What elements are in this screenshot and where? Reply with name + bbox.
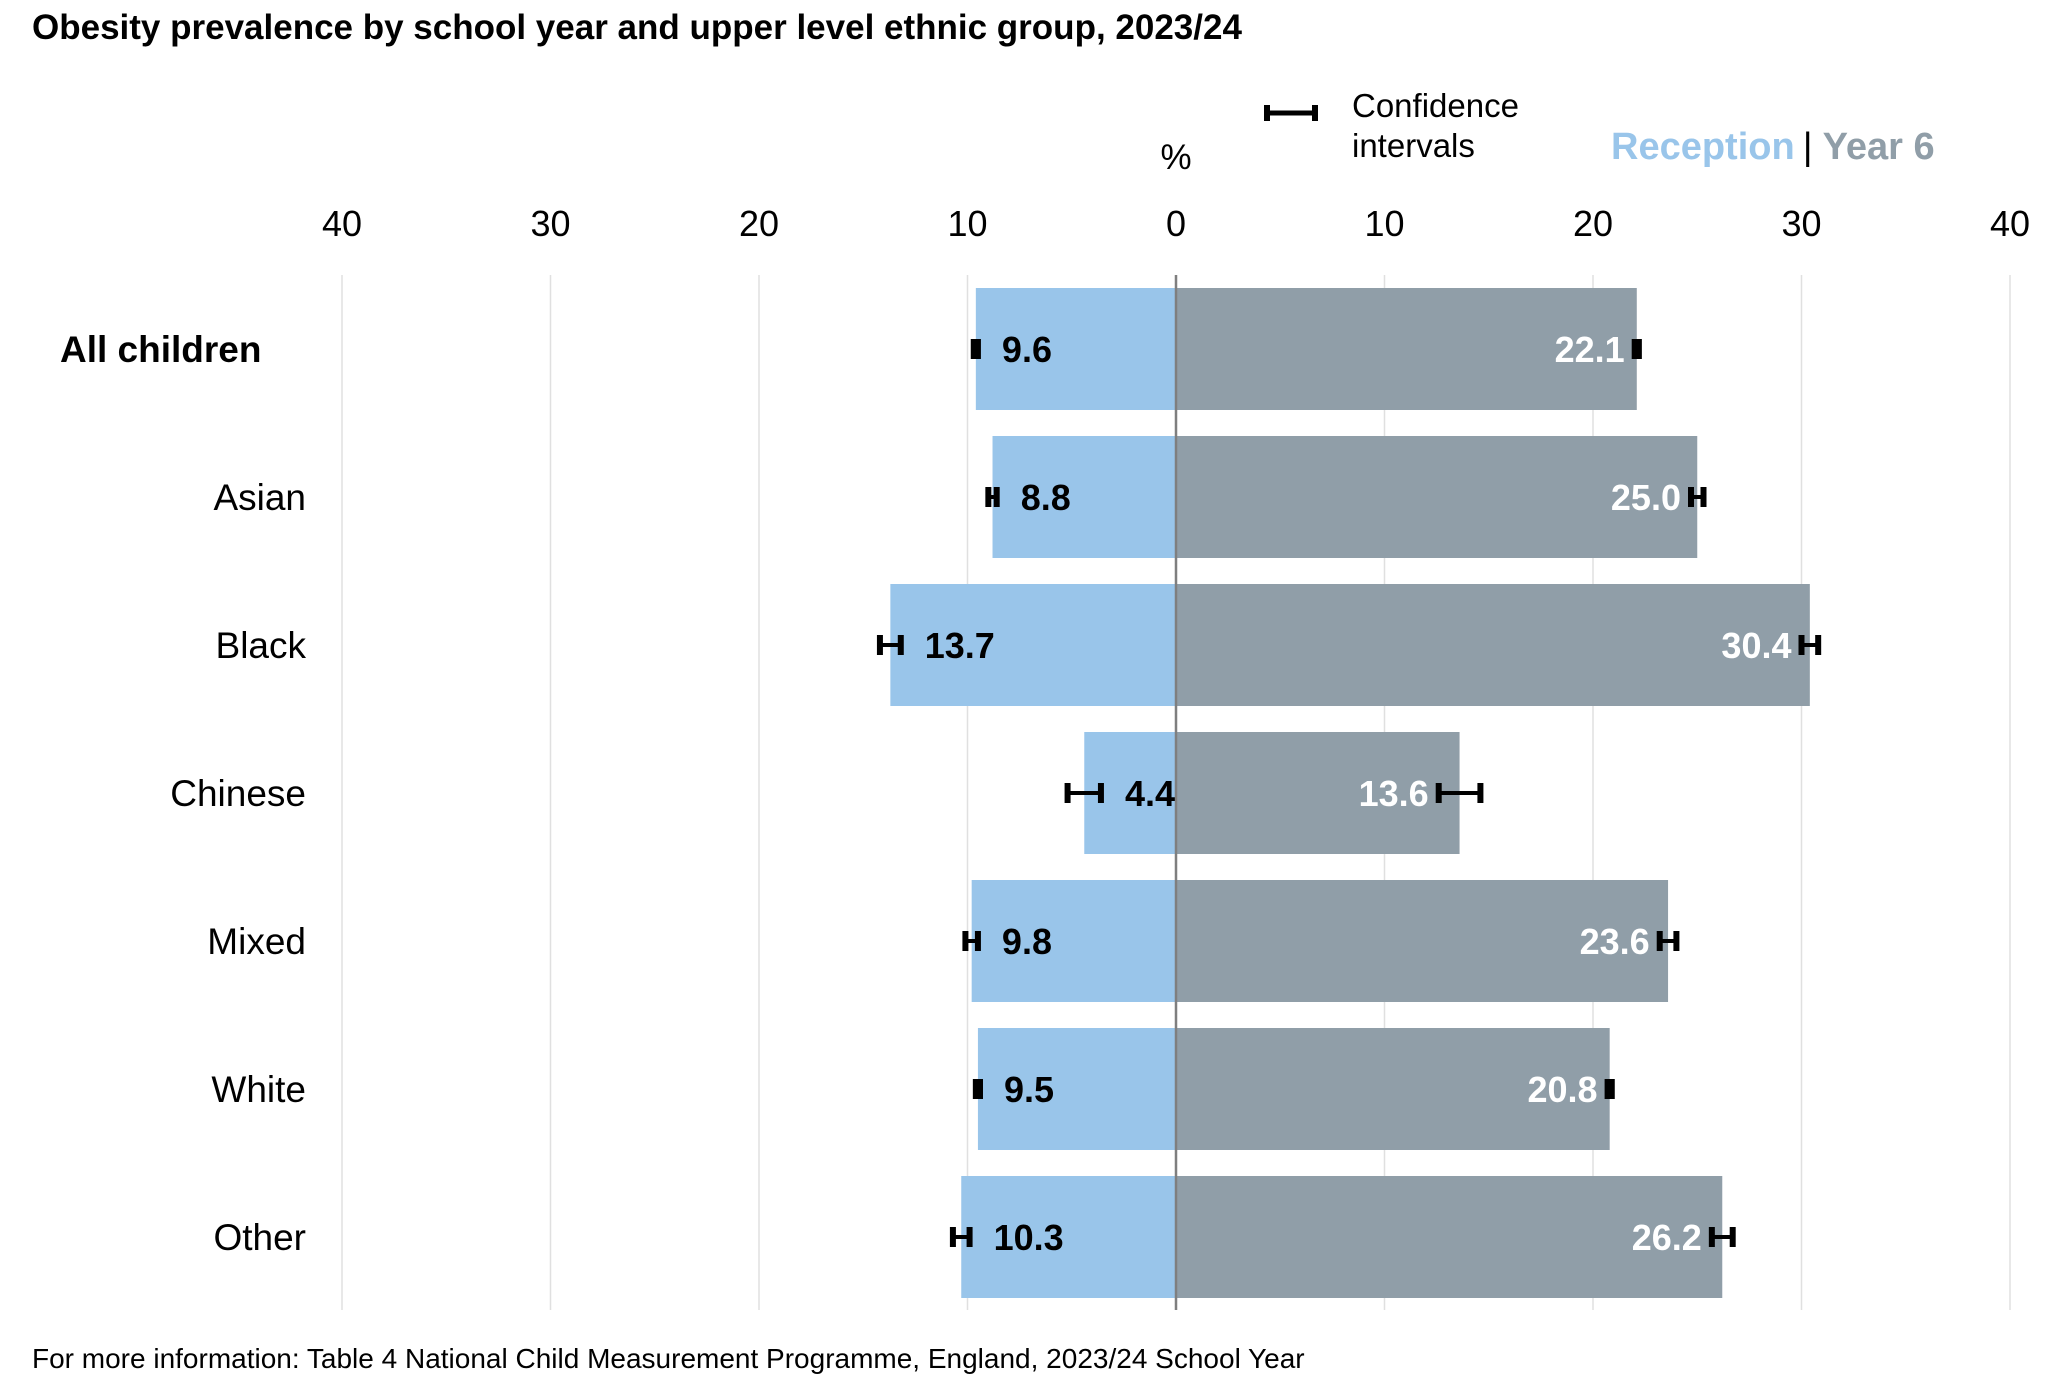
data-label-year6: 26.2 [1632, 1217, 1702, 1258]
x-tick-label: 20 [739, 203, 779, 244]
bar-year6 [1176, 288, 1637, 410]
bar-reception [975, 288, 1176, 410]
ci-year6 [1656, 931, 1680, 951]
ci-reception [1064, 783, 1104, 803]
ci-reception [949, 1227, 973, 1247]
data-label-reception: 9.6 [1002, 329, 1052, 370]
data-label-year6: 22.1 [1555, 329, 1625, 370]
legend-reception: Reception [1611, 126, 1795, 168]
data-label-year6: 23.6 [1580, 921, 1650, 962]
category-label: Other [213, 1217, 306, 1258]
ci-year6 [1631, 339, 1642, 359]
data-label-year6: 13.6 [1359, 773, 1429, 814]
x-tick-label: 0 [1166, 203, 1186, 244]
data-label-reception: 8.8 [1021, 477, 1071, 518]
ci-year6 [1687, 487, 1707, 507]
data-label-reception: 10.3 [994, 1217, 1064, 1258]
bar-reception [971, 880, 1176, 1002]
bar-reception [961, 1176, 1176, 1298]
series-legend: Reception | Year 6 [1611, 126, 1935, 169]
category-label: All children [60, 329, 261, 370]
bar-year6 [1176, 436, 1698, 558]
x-tick-label: 30 [530, 203, 570, 244]
footer-note: For more information: Table 4 National C… [32, 1343, 1305, 1374]
confidence-interval-legend-label: Confidence intervals [1352, 87, 1519, 164]
ci-year6 [1708, 1227, 1736, 1247]
x-tick-label: 40 [1990, 203, 2030, 244]
bar-reception [992, 436, 1176, 558]
category-labels: All children Asian Black Chinese Mixed White O… [60, 329, 306, 1258]
ci-reception [876, 635, 904, 655]
category-label: Black [216, 625, 307, 666]
data-label-reception: 4.4 [1125, 773, 1175, 814]
bar-year6 [1176, 880, 1669, 1002]
x-tick-label: 30 [1781, 203, 1821, 244]
category-label: Chinese [170, 773, 306, 814]
data-labels: 9.6 22.1 8.8 25.0 13.7 30.4 4.4 13.6 9.8 23.6 9.5 2… [925, 329, 1792, 1258]
confidence-interval-legend-icon [1264, 105, 1318, 121]
ci-reception [962, 931, 981, 951]
data-label-year6: 25.0 [1611, 477, 1681, 518]
ci-reception [972, 1079, 984, 1099]
data-label-reception: 13.7 [925, 625, 995, 666]
bar-year6 [1176, 732, 1460, 854]
category-label: White [211, 1069, 306, 1110]
confidence-intervals [876, 339, 1822, 1247]
category-label: Asian [213, 477, 306, 518]
x-tick-label: 10 [947, 203, 987, 244]
bar-reception [977, 1028, 1176, 1150]
x-tick-label: 20 [1573, 203, 1613, 244]
data-label-reception: 9.8 [1002, 921, 1052, 962]
data-label-year6: 30.4 [1721, 625, 1791, 666]
unit-label: % [1160, 138, 1192, 177]
bar-year6 [1176, 1176, 1723, 1298]
legend-separator: | [1802, 126, 1813, 168]
bar-reception [890, 584, 1176, 706]
chart-title: Obesity prevalence by school year and up… [32, 8, 1242, 47]
ci-year6 [1798, 635, 1822, 655]
x-tick-label: 10 [1364, 203, 1404, 244]
data-label-year6: 20.8 [1528, 1069, 1598, 1110]
data-label-reception: 9.5 [1004, 1069, 1054, 1110]
ci-reception [970, 339, 981, 359]
bar-year6 [1176, 1028, 1610, 1150]
ci-year6 [1435, 783, 1484, 803]
bars [890, 288, 1810, 1298]
ci-year6 [1604, 1079, 1615, 1099]
ci-reception [985, 487, 1000, 507]
category-label: Mixed [207, 921, 306, 962]
x-tick-label: 40 [322, 203, 362, 244]
axis-tick-labels: 40 30 20 10 0 10 20 30 40 [322, 203, 2030, 244]
legend-year6: Year 6 [1822, 126, 1935, 168]
bar-year6 [1176, 584, 1810, 706]
